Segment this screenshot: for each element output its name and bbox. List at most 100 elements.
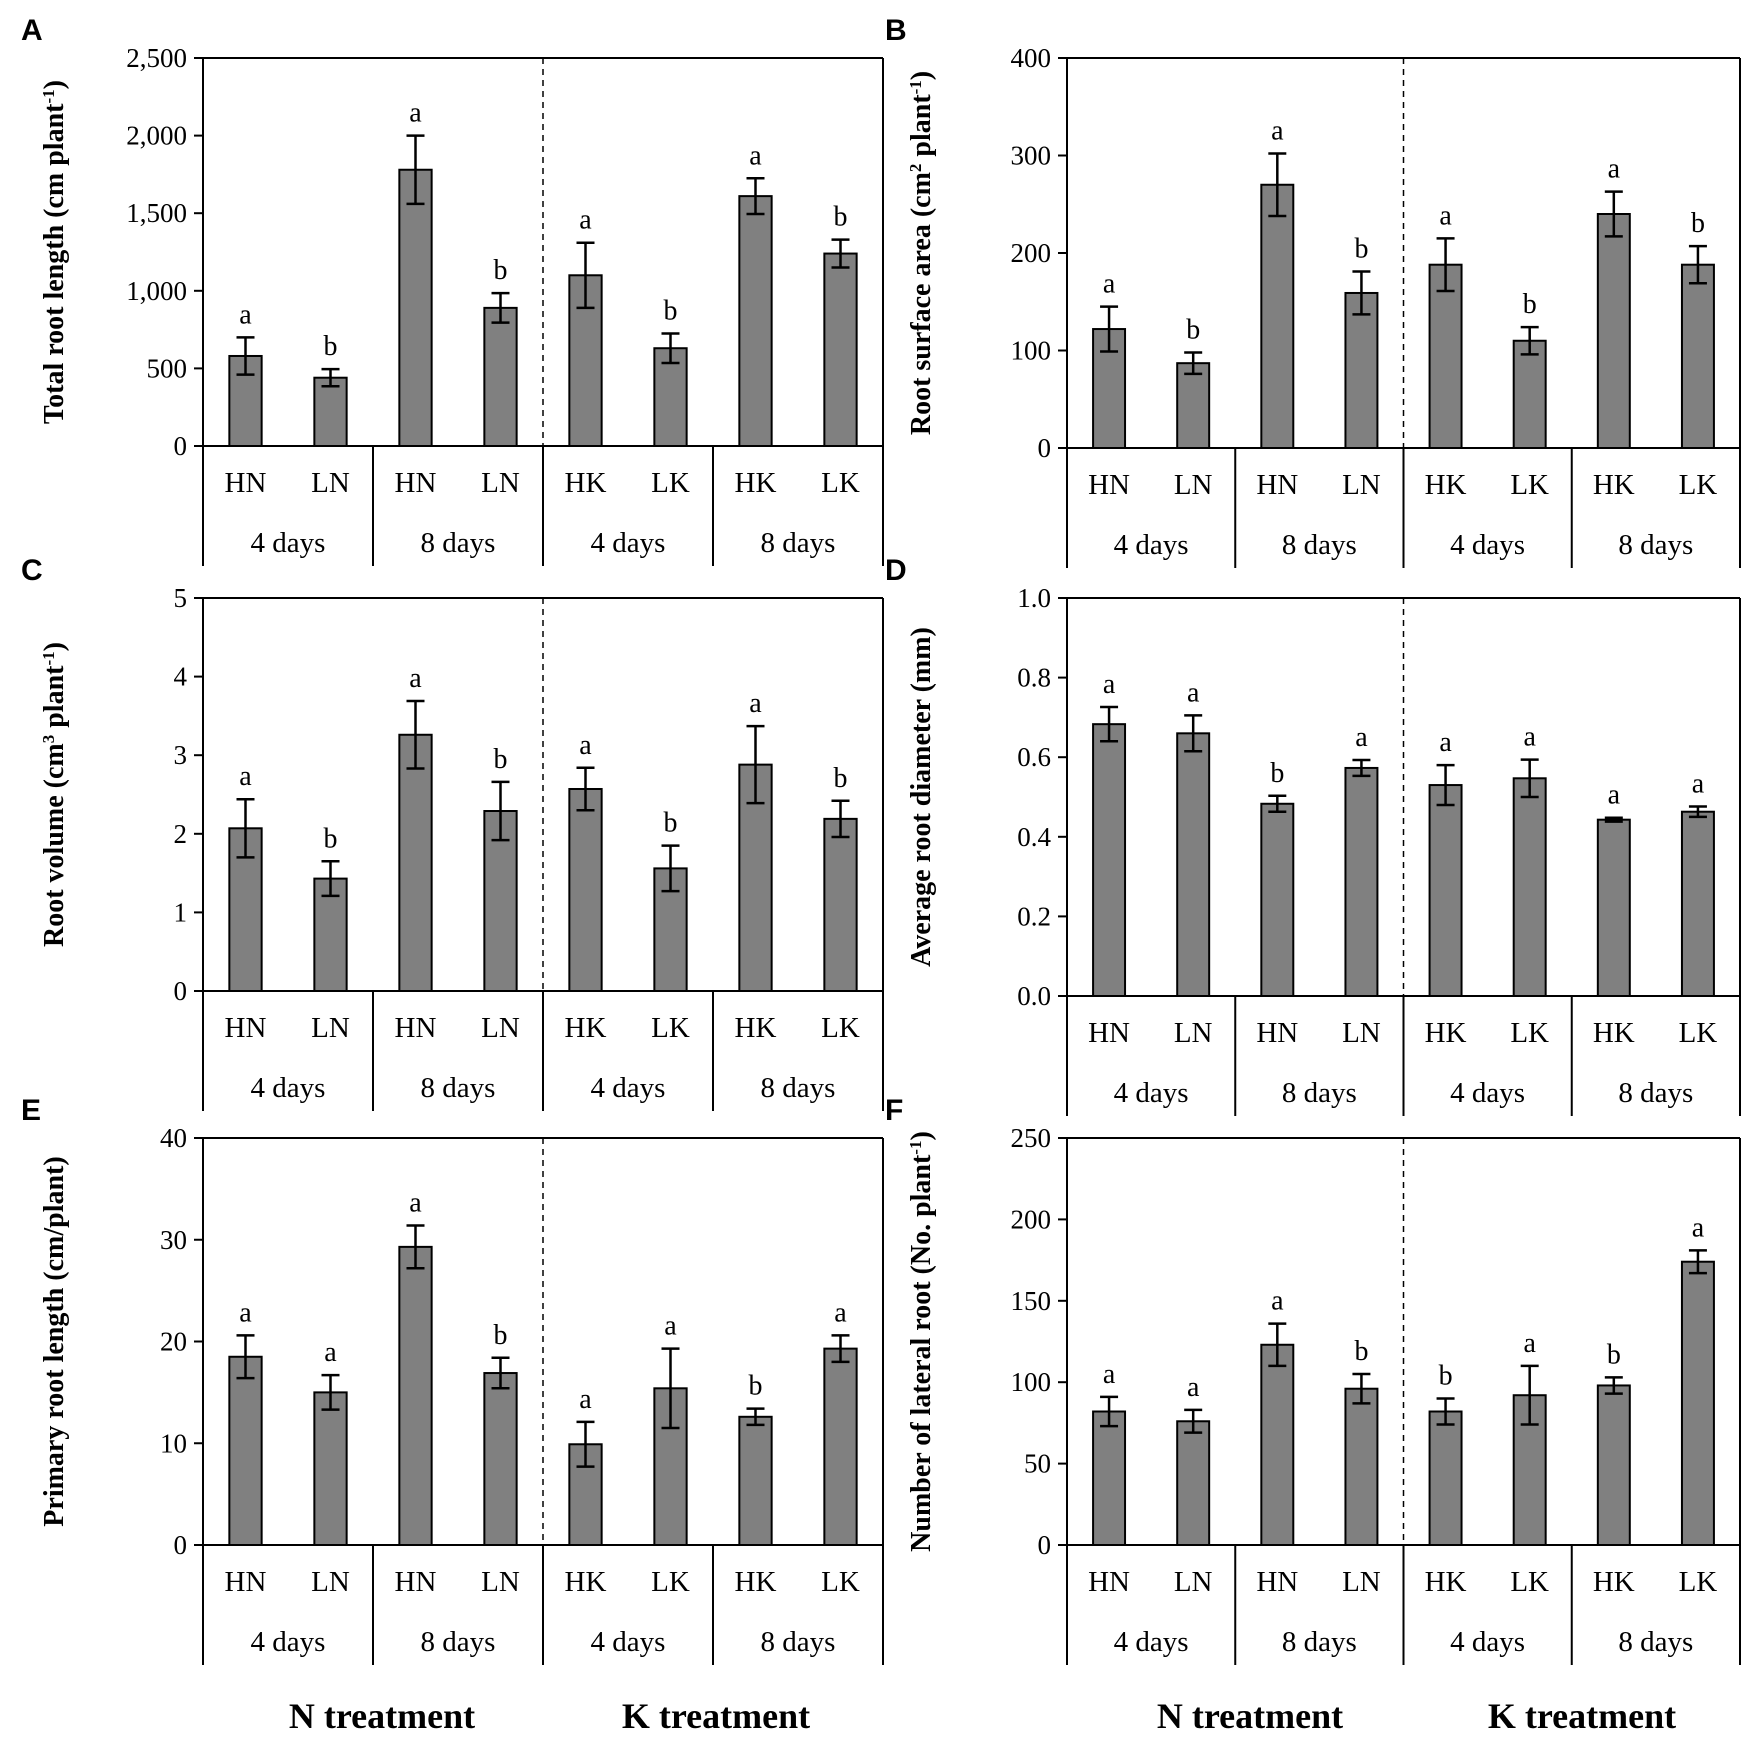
significance-letter: b (1439, 1360, 1453, 1391)
group-label: 8 days (1282, 1626, 1357, 1658)
y-axis-title: Average root diameter (mm) (906, 627, 937, 967)
panel-d: D 0.0 0.2 0.4 0.6 0.8 1.0 Average root diameter… (885, 554, 1741, 1116)
category-label: LN (311, 1012, 350, 1044)
y-tick-label: 2,000 (126, 121, 187, 151)
significance-letter: a (239, 1297, 252, 1328)
significance-letter: b (1354, 234, 1368, 265)
category-label: HN (1256, 1017, 1298, 1049)
bar (1596, 213, 1631, 449)
bar (1680, 263, 1715, 450)
y-axis-title-part: Total root length (cm plant (39, 103, 70, 424)
y-axis-title-part: Number of lateral root (No. plant (906, 1154, 937, 1552)
category-label: LK (821, 1566, 860, 1598)
bar (1344, 291, 1379, 449)
panel-letter: D (885, 554, 907, 587)
significance-letter: a (834, 1297, 847, 1328)
category-label: LK (821, 1012, 860, 1044)
significance-letter: b (1354, 1336, 1368, 1367)
y-axis-title-part: ) (906, 71, 937, 80)
bar (228, 1355, 263, 1546)
significance-letter: a (1608, 780, 1621, 811)
y-tick-label: 200 (1011, 238, 1052, 268)
bar (738, 1415, 773, 1547)
bar (1344, 766, 1379, 997)
significance-letter: a (409, 663, 422, 694)
bar (398, 1245, 433, 1547)
bar (1344, 1387, 1379, 1547)
category-label: HK (1593, 469, 1635, 501)
category-label: LN (311, 467, 350, 499)
group-label: 8 days (421, 1072, 496, 1104)
y-axis-title-part: ) (906, 1131, 937, 1140)
panel-letter: E (21, 1094, 41, 1127)
bar (1092, 1410, 1127, 1547)
significance-letter: a (579, 730, 592, 761)
y-tick-label: 2,500 (126, 43, 187, 73)
y-axis-title: Primary root length (cm/plant) (39, 1156, 70, 1526)
significance-letter: b (1523, 289, 1537, 320)
bar (1260, 183, 1295, 449)
bar (1428, 784, 1463, 997)
significance-letter: a (1271, 1286, 1284, 1317)
significance-letter: b (494, 1320, 508, 1351)
significance-letter: a (1103, 669, 1116, 700)
significance-letter: a (1103, 269, 1116, 300)
y-tick-label: 0 (174, 431, 188, 461)
category-label: HK (735, 467, 777, 499)
significance-letter: a (324, 1337, 337, 1368)
significance-letter: b (664, 295, 678, 326)
y-axis-title-superscript: -1 (39, 89, 58, 103)
category-label: HN (225, 1566, 267, 1598)
significance-letter: b (664, 808, 678, 839)
significance-letter: b (494, 255, 508, 286)
category-label: LK (1510, 1017, 1549, 1049)
panel-letter: F (885, 1094, 903, 1127)
significance-letter: a (1439, 727, 1452, 758)
y-tick-label: 1,500 (126, 198, 187, 228)
category-label: HK (565, 1012, 607, 1044)
bar (1260, 802, 1295, 997)
y-axis-title-superscript: -1 (39, 651, 58, 665)
category-label: HN (395, 467, 437, 499)
category-label: LK (821, 467, 860, 499)
bar (1596, 1384, 1631, 1547)
y-tick-label: 500 (147, 353, 188, 383)
group-label: 4 days (1450, 529, 1525, 561)
y-tick-label: 30 (160, 1225, 187, 1255)
group-label: 4 days (1450, 1077, 1525, 1109)
y-tick-label: 0 (1038, 433, 1052, 463)
group-label: 4 days (1114, 1077, 1189, 1109)
category-label: LN (1174, 1566, 1213, 1598)
significance-letter: a (664, 1311, 677, 1342)
y-tick-label: 0 (174, 976, 188, 1006)
group-label: 8 days (421, 1626, 496, 1658)
category-label: HK (565, 467, 607, 499)
y-tick-label: 400 (1011, 43, 1052, 73)
group-label: 4 days (251, 1626, 326, 1658)
bar (1512, 777, 1547, 997)
y-axis-title-superscript: -1 (906, 1141, 925, 1155)
significance-letter: a (239, 299, 252, 330)
y-tick-label: 1 (174, 897, 188, 927)
category-label: HN (1256, 1566, 1298, 1598)
significance-letter: a (749, 688, 762, 719)
y-axis-title-superscript: -1 (906, 80, 925, 94)
significance-letter: a (1355, 722, 1368, 753)
category-label: LK (1510, 1566, 1549, 1598)
y-tick-label: 0 (174, 1530, 188, 1560)
y-axis-title: Number of lateral root (No. plant-1) (906, 1131, 938, 1552)
panel-b: B 0 100 200 300 400 Root surface area (cm2 pla… (885, 14, 1741, 568)
y-axis-title-part: Primary root length (cm/plant) (39, 1156, 70, 1526)
significance-letter: b (1691, 208, 1705, 239)
category-label: LK (1679, 469, 1718, 501)
category-label: HK (565, 1566, 607, 1598)
category-label: HK (1425, 1566, 1467, 1598)
y-axis-title-part: plant (39, 665, 70, 735)
category-label: LN (1174, 1017, 1213, 1049)
category-label: HN (1088, 1566, 1130, 1598)
y-tick-label: 3 (174, 740, 188, 770)
right-n-treatment-label: N treatment (1157, 1696, 1343, 1736)
category-label: HN (1088, 469, 1130, 501)
category-label: LN (311, 1566, 350, 1598)
